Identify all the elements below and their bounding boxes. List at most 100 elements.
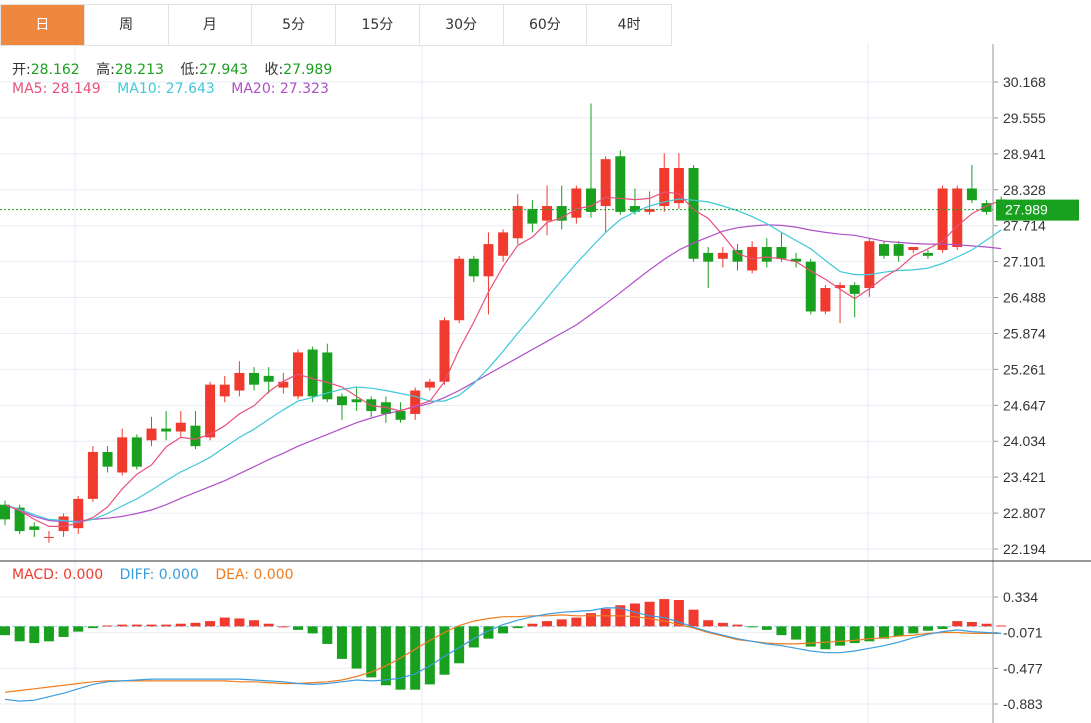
candle-body <box>454 258 465 321</box>
open-value: 28.162 <box>30 62 80 78</box>
candle-body <box>512 206 523 239</box>
candle-body <box>703 252 714 262</box>
close-value: 27.989 <box>283 62 333 78</box>
macd-bar <box>556 619 567 627</box>
macd-bar <box>307 626 318 634</box>
macd-bar <box>747 626 758 628</box>
price-tick-label: 24.034 <box>1003 433 1046 449</box>
macd-bar <box>673 599 684 627</box>
candle-body <box>307 349 318 397</box>
macd-bar <box>278 626 289 628</box>
tab-60min[interactable]: 60分 <box>504 5 588 45</box>
macd-bar <box>146 624 157 627</box>
macd-bar <box>571 617 582 627</box>
period-tabs: 日 周 月 5分 15分 30分 60分 4时 <box>0 4 672 46</box>
ma20-legend: MA20: 27.323 <box>231 81 329 97</box>
macd-bar <box>439 626 450 675</box>
candle-body <box>586 188 596 212</box>
candle-body <box>542 206 553 221</box>
macd-tick-label: 0.334 <box>1003 589 1038 605</box>
candle-body <box>14 507 25 532</box>
macd-bar <box>512 626 523 629</box>
candle-body <box>688 167 699 259</box>
macd-legend-value: MACD: 0.000 <box>12 567 104 583</box>
candle-body <box>424 381 435 388</box>
candle-body <box>879 244 889 256</box>
macd-bar <box>688 609 699 627</box>
macd-bar <box>234 618 245 627</box>
candle-body <box>29 526 40 530</box>
macd-bar <box>835 626 846 646</box>
price-tick-label: 29.555 <box>1003 110 1046 126</box>
ma-legend: MA5: 28.149 MA10: 27.643 MA20: 27.323 <box>12 81 329 97</box>
open-label: 开: <box>12 62 31 78</box>
candle-body <box>849 285 860 294</box>
candle-body <box>43 536 54 538</box>
candle-body <box>278 381 289 388</box>
macd-bar <box>351 626 362 669</box>
candle-body <box>761 247 772 262</box>
ma10-line <box>4 198 1002 523</box>
tab-30min[interactable]: 30分 <box>420 5 504 45</box>
candle-body <box>190 425 201 447</box>
tab-15min[interactable]: 15分 <box>336 5 420 45</box>
diff-legend-value: DIFF: 0.000 <box>119 567 199 583</box>
candle-body <box>351 399 362 403</box>
candle-body <box>131 437 142 467</box>
candle-body <box>263 375 274 382</box>
macd-bar <box>717 622 728 627</box>
macd-bar <box>43 626 54 642</box>
candle-body <box>600 159 611 207</box>
macd-bar <box>864 626 875 642</box>
price-tick-label: 24.647 <box>1003 397 1046 413</box>
candle-body <box>161 428 172 432</box>
tab-5min[interactable]: 5分 <box>252 5 336 45</box>
macd-bar <box>996 625 1007 627</box>
price-tick-label: 28.328 <box>1003 182 1046 198</box>
macd-bar <box>498 626 509 634</box>
candle-body <box>717 252 728 259</box>
candle-body <box>864 241 875 289</box>
macd-bar <box>14 626 25 642</box>
tab-month[interactable]: 月 <box>169 5 253 45</box>
dea-line <box>4 614 1002 693</box>
tab-week[interactable]: 周 <box>85 5 169 45</box>
high-label: 高: <box>96 62 115 78</box>
candle-body <box>219 384 230 397</box>
candle-body <box>395 411 406 420</box>
macd-bar <box>527 623 538 627</box>
tab-day[interactable]: 日 <box>1 5 85 45</box>
candle-body <box>908 247 919 250</box>
candle-body <box>571 188 582 218</box>
macd-bar <box>952 621 963 627</box>
macd-bar <box>586 613 596 627</box>
candle-body <box>659 167 670 207</box>
candle-body <box>439 320 450 382</box>
macd-tick-label: -0.477 <box>1003 660 1043 676</box>
candle-body <box>58 516 69 532</box>
macd-bar <box>175 623 186 627</box>
candle-body <box>835 285 846 289</box>
candle-body <box>776 247 787 259</box>
macd-bar <box>893 626 904 637</box>
macd-bar <box>761 626 772 630</box>
price-tick-label: 27.714 <box>1003 218 1046 234</box>
candle-body <box>922 252 933 256</box>
last-price-tag <box>996 199 1079 221</box>
price-tick-label: 22.807 <box>1003 505 1046 521</box>
macd-bar <box>600 608 611 627</box>
macd-bar <box>644 601 655 627</box>
candle-body <box>952 188 963 248</box>
low-value: 27.943 <box>199 62 249 78</box>
candle-body <box>102 452 113 467</box>
candle-body <box>937 188 948 250</box>
diff-line <box>4 607 1002 702</box>
candle-body <box>527 208 538 224</box>
tab-4hour[interactable]: 4时 <box>617 17 641 33</box>
macd-bar <box>29 626 40 644</box>
candle-body <box>205 384 216 438</box>
price-tick-label: 25.874 <box>1003 325 1046 341</box>
macd-bar <box>776 626 787 636</box>
candle-body <box>322 352 333 400</box>
